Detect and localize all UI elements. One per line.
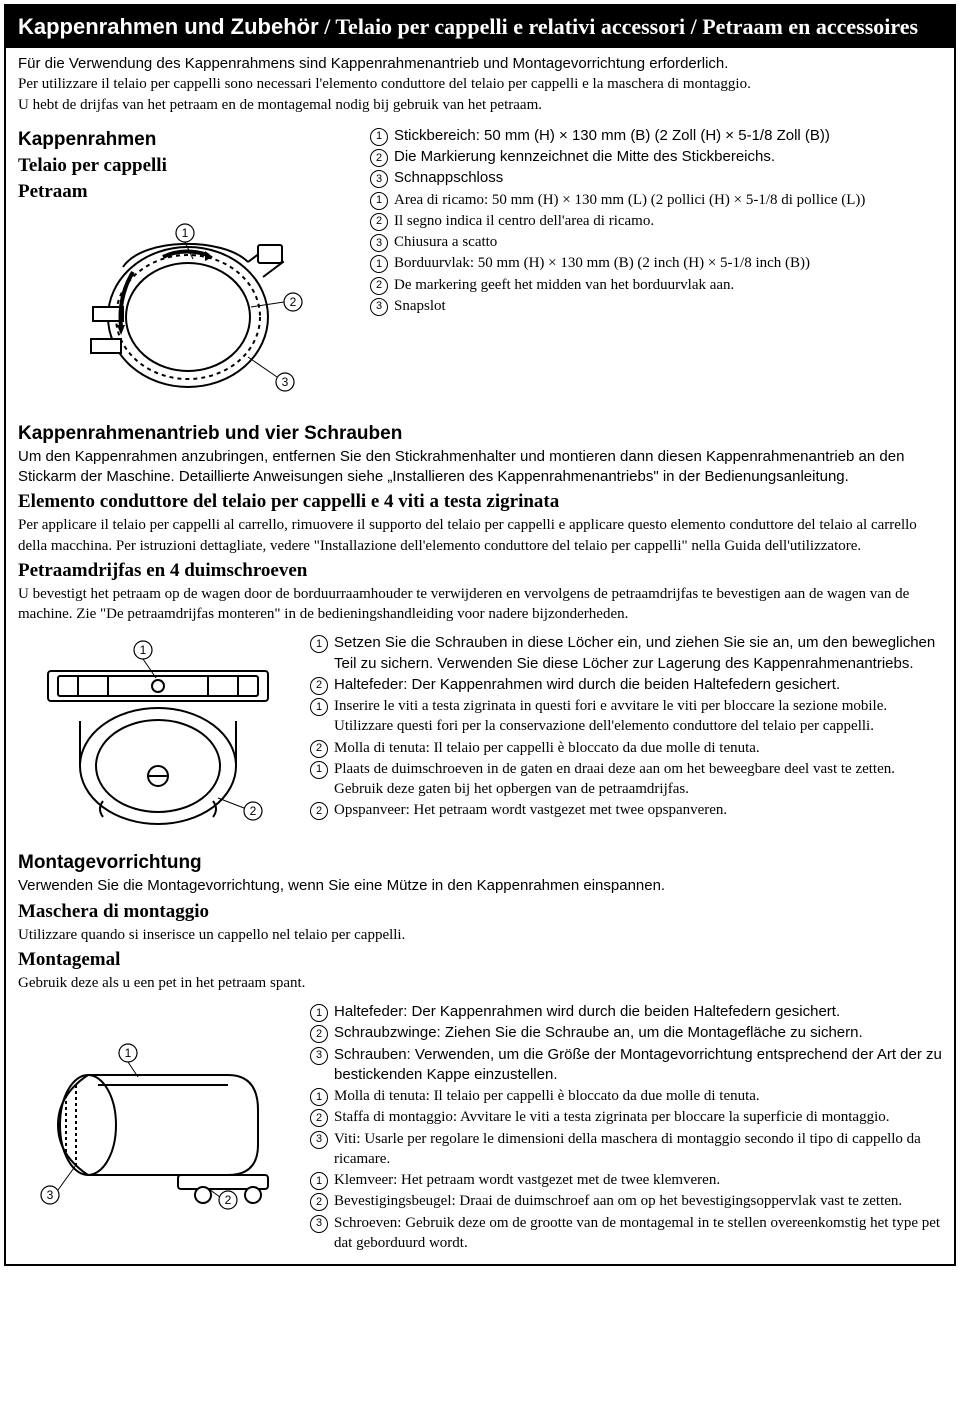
intro-it: Per utilizzare il telaio per cappelli so… — [18, 74, 942, 94]
antrieb-section: Kappenrahmenantrieb und vier Schrauben U… — [6, 415, 954, 629]
kr-de-1: 1Stickbereich: 50 mm (H) × 130 mm (B) (2… — [370, 126, 942, 146]
num-1-icon: 1 — [310, 698, 328, 716]
kr-it-2: 2Il segno indica il centro dell'area di … — [370, 211, 942, 231]
num-2-icon: 2 — [310, 677, 328, 695]
svg-text:2: 2 — [290, 295, 297, 309]
kappenrahmen-left: Kappenrahmen Telaio per cappelli Petraam — [18, 125, 358, 411]
antrieb-body-it: Per applicare il telaio per cappelli al … — [18, 515, 942, 556]
num-2-icon: 2 — [310, 740, 328, 758]
kappenrahmen-illustration: 1 2 3 — [18, 207, 358, 407]
antrieb-numbered: 1Setzen Sie die Schrauben in diese Löche… — [310, 632, 942, 821]
montage-title-nl: Montagemal — [18, 949, 942, 971]
mo-nl-3: 3Schroeven: Gebruik deze om de grootte v… — [310, 1213, 942, 1254]
an-it-1: 1Inserire le viti a testa zigrinata in q… — [310, 696, 942, 737]
num-1-icon: 1 — [310, 1004, 328, 1022]
num-2-icon: 2 — [370, 149, 388, 167]
num-2-icon: 2 — [310, 1193, 328, 1211]
svg-text:1: 1 — [182, 226, 189, 240]
intro-nl: U hebt de drijfas van het petraam en de … — [18, 95, 942, 115]
antrieb-title-nl: Petraamdrijfas en 4 duimschroeven — [18, 560, 942, 582]
mo-nl-2: 2Bevestigingsbeugel: Draai de duimschroe… — [310, 1191, 942, 1211]
mo-de-1: 1Haltefeder: Der Kappenrahmen wird durch… — [310, 1002, 942, 1022]
title-it: Telaio per cappelli e relativi accessori — [335, 14, 685, 39]
num-2-icon: 2 — [310, 1109, 328, 1127]
num-1-icon: 1 — [310, 761, 328, 779]
num-3-icon: 3 — [370, 298, 388, 316]
num-2-icon: 2 — [370, 277, 388, 295]
num-2-icon: 2 — [370, 213, 388, 231]
mo-nl-1: 1Klemveer: Het petraam wordt vastgezet m… — [310, 1170, 942, 1190]
kr-nl-3: 3Snapslot — [370, 296, 942, 316]
kappenrahmen-title-nl: Petraam — [18, 181, 358, 203]
mo-it-1: 1Molla di tenuta: Il telaio per cappelli… — [310, 1086, 942, 1106]
montage-title-de: Montagevorrichtung — [18, 852, 942, 874]
montage-section: Montagevorrichtung Verwenden Sie die Mon… — [6, 844, 954, 997]
montage-body-de: Verwenden Sie die Montagevorrichtung, we… — [18, 876, 942, 896]
num-2-icon: 2 — [310, 1025, 328, 1043]
svg-text:2: 2 — [250, 804, 257, 818]
montage-title-it: Maschera di montaggio — [18, 901, 942, 923]
num-2-icon: 2 — [310, 802, 328, 820]
num-3-icon: 3 — [370, 170, 388, 188]
num-1-icon: 1 — [370, 192, 388, 210]
mo-it-2: 2Staffa di montaggio: Avvitare le viti a… — [310, 1107, 942, 1127]
title-sep2: / — [685, 14, 702, 39]
num-3-icon: 3 — [310, 1047, 328, 1065]
kr-nl-2: 2De markering geeft het midden van het b… — [370, 275, 942, 295]
num-1-icon: 1 — [310, 1172, 328, 1190]
an-it-2: 2Molla di tenuta: Il telaio per cappelli… — [310, 738, 942, 758]
svg-text:3: 3 — [282, 375, 289, 389]
antrieb-title-de: Kappenrahmenantrieb und vier Schrauben — [18, 423, 942, 445]
page-frame: Kappenrahmen und Zubehör / Telaio per ca… — [4, 4, 956, 1266]
num-3-icon: 3 — [370, 234, 388, 252]
num-1-icon: 1 — [310, 1088, 328, 1106]
kr-de-3: 3Schnappschloss — [370, 168, 942, 188]
montage-detail: 1 2 3 1Haltefeder: Der Kappenrahmen wird… — [6, 997, 954, 1264]
kr-nl-1: 1Borduurvlak: 50 mm (H) × 130 mm (B) (2 … — [370, 253, 942, 273]
mo-it-3: 3Viti: Usarle per regolare le dimensioni… — [310, 1129, 942, 1170]
an-nl-1: 1Plaats de duimschroeven in de gaten en … — [310, 759, 942, 800]
svg-text:3: 3 — [47, 1188, 54, 1202]
kr-it-3: 3Chiusura a scatto — [370, 232, 942, 252]
num-3-icon: 3 — [310, 1131, 328, 1149]
montage-numbered: 1Haltefeder: Der Kappenrahmen wird durch… — [310, 1001, 942, 1254]
kappenrahmen-right: 1Stickbereich: 50 mm (H) × 130 mm (B) (2… — [370, 125, 942, 317]
title-nl: Petraam en accessoires — [702, 14, 918, 39]
svg-text:1: 1 — [140, 643, 147, 657]
an-de-1: 1Setzen Sie die Schrauben in diese Löche… — [310, 633, 942, 674]
intro-block: Für die Verwendung des Kappenrahmens sin… — [6, 48, 954, 121]
montage-illustration: 1 2 3 — [18, 1005, 298, 1215]
mo-de-3: 3Schrauben: Verwenden, um die Größe der … — [310, 1045, 942, 1086]
mo-de-2: 2Schraubzwinge: Ziehen Sie die Schraube … — [310, 1023, 942, 1043]
kr-it-1: 1Area di ricamo: 50 mm (H) × 130 mm (L) … — [370, 190, 942, 210]
antrieb-detail: 1 2 1Setzen Sie die Schrauben in diese L… — [6, 628, 954, 844]
an-de-2: 2Haltefeder: Der Kappenrahmen wird durch… — [310, 675, 942, 695]
num-1-icon: 1 — [310, 635, 328, 653]
antrieb-illustration: 1 2 — [18, 636, 298, 836]
num-1-icon: 1 — [370, 128, 388, 146]
an-nl-2: 2Opspanveer: Het petraam wordt vastgezet… — [310, 800, 942, 820]
page-title-bar: Kappenrahmen und Zubehör / Telaio per ca… — [6, 6, 954, 48]
kappenrahmen-section: Kappenrahmen Telaio per cappelli Petraam — [6, 121, 954, 415]
kappenrahmen-title-de: Kappenrahmen — [18, 129, 358, 151]
kr-de-2: 2Die Markierung kennzeichnet die Mitte d… — [370, 147, 942, 167]
antrieb-body-de: Um den Kappenrahmen anzubringen, entfern… — [18, 447, 942, 488]
svg-text:1: 1 — [125, 1046, 132, 1060]
antrieb-body-nl: U bevestigt het petraam op de wagen door… — [18, 584, 942, 625]
num-1-icon: 1 — [370, 255, 388, 273]
title-sep: / — [319, 14, 336, 39]
svg-text:2: 2 — [225, 1193, 232, 1207]
num-3-icon: 3 — [310, 1215, 328, 1233]
title-de: Kappenrahmen und Zubehör — [18, 14, 319, 39]
montage-body-nl: Gebruik deze als u een pet in het petraa… — [18, 973, 942, 993]
intro-de: Für die Verwendung des Kappenrahmens sin… — [18, 54, 942, 74]
montage-body-it: Utilizzare quando si inserisce un cappel… — [18, 925, 942, 945]
kappenrahmen-title-it: Telaio per cappelli — [18, 155, 358, 177]
antrieb-title-it: Elemento conduttore del telaio per cappe… — [18, 491, 942, 513]
